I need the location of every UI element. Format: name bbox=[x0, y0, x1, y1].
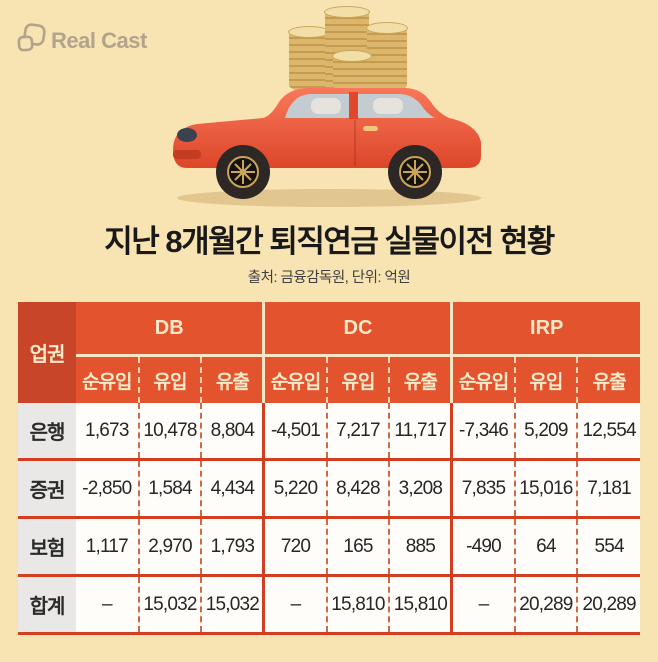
table-cell: 5,220 bbox=[262, 458, 327, 518]
table-cell: 7,835 bbox=[450, 458, 515, 518]
table-cell: 1,793 bbox=[200, 516, 264, 576]
corner-header: 업권 bbox=[18, 302, 76, 403]
table-cell: 5,209 bbox=[513, 403, 578, 460]
table-cell: 7,181 bbox=[576, 458, 640, 518]
red-car-illustration bbox=[173, 88, 481, 207]
subheader-dc-net: 순유입 bbox=[262, 355, 327, 403]
subheader-irp-net: 순유입 bbox=[450, 355, 515, 403]
table-row: 증권 -2,850 1,584 4,434 5,220 8,428 3,208 … bbox=[18, 458, 640, 518]
brand-logo: Real Cast bbox=[16, 22, 147, 59]
table-cell: 885 bbox=[388, 516, 452, 576]
table-cell: 15,810 bbox=[388, 574, 452, 635]
col-group-dc: DC bbox=[262, 302, 452, 357]
coin-stack bbox=[366, 22, 408, 92]
table-cell: 3,208 bbox=[388, 458, 452, 518]
subheader-db-out: 유출 bbox=[200, 355, 264, 403]
table-row-total: 합계 – 15,032 15,032 – 15,810 15,810 – 20,… bbox=[18, 574, 640, 635]
table-cell: 2,970 bbox=[137, 516, 202, 576]
table-cell: 1,673 bbox=[76, 403, 139, 460]
brand-name: Real Cast bbox=[51, 27, 147, 53]
table-cell: 554 bbox=[576, 516, 640, 576]
subheader-db-in: 유입 bbox=[137, 355, 202, 403]
table-cell: 15,810 bbox=[325, 574, 390, 635]
row-label: 보험 bbox=[18, 516, 76, 576]
row-label: 은행 bbox=[18, 403, 76, 460]
table-cell: 7,217 bbox=[325, 403, 390, 460]
table-cell: 10,478 bbox=[137, 403, 202, 460]
coin-stack bbox=[332, 50, 372, 92]
table-cell: 1,584 bbox=[137, 458, 202, 518]
row-label: 합계 bbox=[18, 574, 76, 635]
table-cell: -490 bbox=[450, 516, 515, 576]
front-wheel bbox=[216, 145, 270, 199]
table-cell: -7,346 bbox=[450, 403, 515, 460]
table-cell: -4,501 bbox=[262, 403, 327, 460]
table-cell: 15,032 bbox=[200, 574, 264, 635]
table-cell: 15,016 bbox=[513, 458, 578, 518]
table-cell: – bbox=[262, 574, 327, 635]
subheader-dc-in: 유입 bbox=[325, 355, 390, 403]
subheader-irp-out: 유출 bbox=[576, 355, 640, 403]
table-row: 은행 1,673 10,478 8,804 -4,501 7,217 11,71… bbox=[18, 403, 640, 460]
page-title: 지난 8개월간 퇴직연금 실물이전 현황 bbox=[104, 224, 555, 259]
source-note: 출처: 금융감독원, 단위: 억원 bbox=[247, 270, 411, 286]
car-coins-illustration bbox=[159, 6, 499, 210]
table-cell: – bbox=[76, 574, 139, 635]
table-cell: -2,850 bbox=[76, 458, 139, 518]
table-row: 보험 1,117 2,970 1,793 720 165 885 -490 64… bbox=[18, 516, 640, 576]
table-cell: 1,117 bbox=[76, 516, 139, 576]
table-cell: 8,804 bbox=[200, 403, 264, 460]
subheader-db-net: 순유입 bbox=[76, 355, 139, 403]
table-cell: – bbox=[450, 574, 515, 635]
rear-wheel bbox=[388, 145, 442, 199]
table-cell: 8,428 bbox=[325, 458, 390, 518]
table-cell: 12,554 bbox=[576, 403, 640, 460]
subheader-irp-in: 유입 bbox=[513, 355, 578, 403]
table-cell: 64 bbox=[513, 516, 578, 576]
subheader-dc-out: 유출 bbox=[388, 355, 452, 403]
row-label: 증권 bbox=[18, 458, 76, 518]
table-cell: 20,289 bbox=[576, 574, 640, 635]
table-cell: 15,032 bbox=[137, 574, 202, 635]
table-cell: 165 bbox=[325, 516, 390, 576]
table-cell: 11,717 bbox=[388, 403, 452, 460]
col-group-db: DB bbox=[76, 302, 264, 357]
table-cell: 20,289 bbox=[513, 574, 578, 635]
table-cell: 720 bbox=[262, 516, 327, 576]
coin-stack bbox=[288, 26, 330, 92]
overlapping-frames-icon bbox=[16, 22, 46, 59]
infographic-page: { "logo": { "text": "Real Cast", "icon":… bbox=[0, 6, 658, 662]
col-group-irp: IRP bbox=[450, 302, 640, 357]
table-cell: 4,434 bbox=[200, 458, 264, 518]
pension-transfer-table: 업권 DB DC IRP 순유입 유입 유출 순유입 유입 유출 순유입 유입 … bbox=[18, 302, 640, 635]
